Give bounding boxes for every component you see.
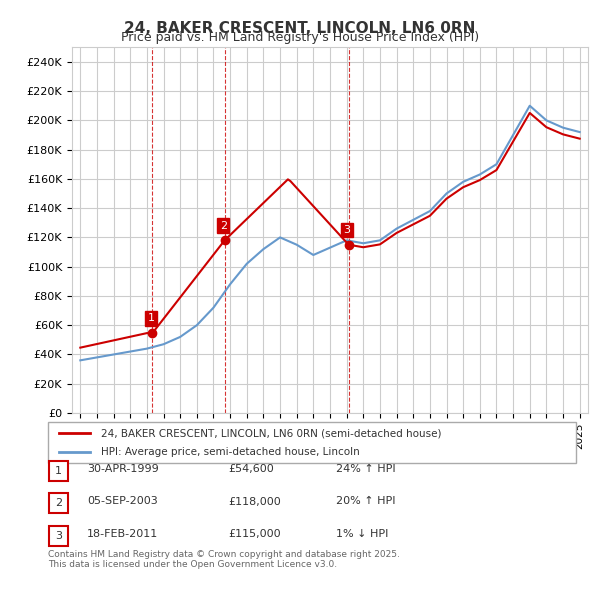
FancyBboxPatch shape	[49, 526, 68, 546]
FancyBboxPatch shape	[49, 461, 68, 481]
Text: 1: 1	[55, 466, 62, 476]
Text: 1% ↓ HPI: 1% ↓ HPI	[336, 529, 388, 539]
Text: 20% ↑ HPI: 20% ↑ HPI	[336, 497, 395, 506]
FancyBboxPatch shape	[49, 493, 68, 513]
FancyBboxPatch shape	[48, 422, 576, 463]
Text: £115,000: £115,000	[228, 529, 281, 539]
Text: 05-SEP-2003: 05-SEP-2003	[87, 497, 158, 506]
Text: 2: 2	[220, 221, 227, 231]
Text: 3: 3	[344, 225, 350, 235]
Text: 3: 3	[55, 531, 62, 540]
Text: Contains HM Land Registry data © Crown copyright and database right 2025.
This d: Contains HM Land Registry data © Crown c…	[48, 550, 400, 569]
Text: £118,000: £118,000	[228, 497, 281, 506]
Text: £54,600: £54,600	[228, 464, 274, 474]
Text: 18-FEB-2011: 18-FEB-2011	[87, 529, 158, 539]
Text: HPI: Average price, semi-detached house, Lincoln: HPI: Average price, semi-detached house,…	[101, 447, 359, 457]
Text: 30-APR-1999: 30-APR-1999	[87, 464, 159, 474]
Text: 24, BAKER CRESCENT, LINCOLN, LN6 0RN: 24, BAKER CRESCENT, LINCOLN, LN6 0RN	[124, 21, 476, 35]
Text: 24% ↑ HPI: 24% ↑ HPI	[336, 464, 395, 474]
Text: 24, BAKER CRESCENT, LINCOLN, LN6 0RN (semi-detached house): 24, BAKER CRESCENT, LINCOLN, LN6 0RN (se…	[101, 428, 442, 438]
Text: 1: 1	[148, 313, 154, 323]
Text: Price paid vs. HM Land Registry's House Price Index (HPI): Price paid vs. HM Land Registry's House …	[121, 31, 479, 44]
Text: 2: 2	[55, 499, 62, 508]
